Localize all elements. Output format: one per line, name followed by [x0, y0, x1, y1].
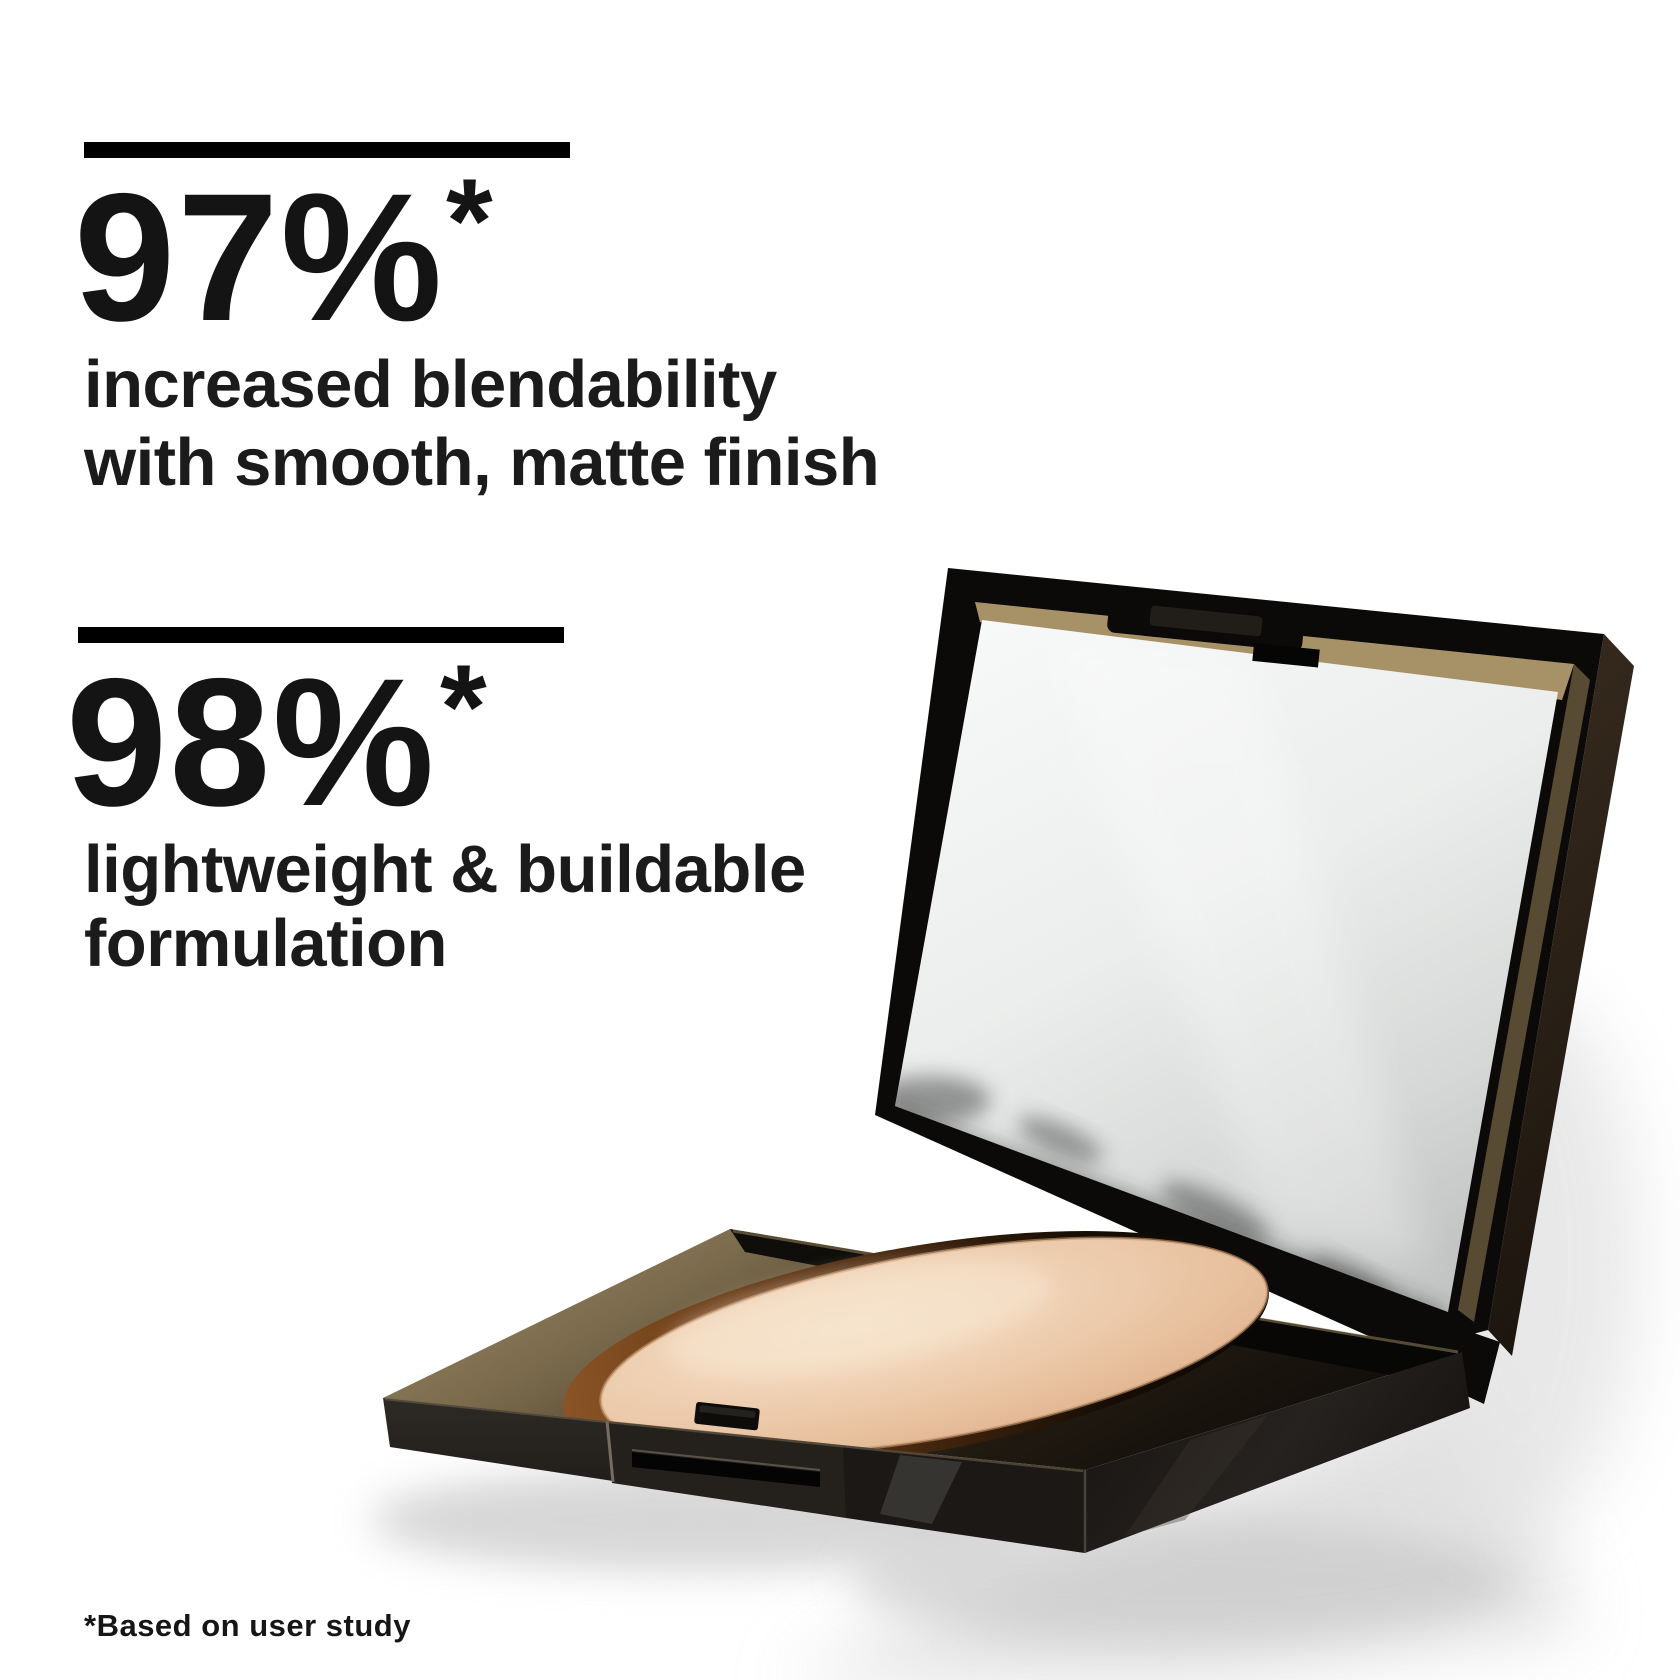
base-right-face [1085, 1352, 1470, 1553]
mirror-sheen [1040, 630, 1430, 1270]
lid-side-face [1488, 634, 1634, 1356]
stat-asterisk: * [440, 640, 487, 774]
front-top-rim-light [384, 1397, 1084, 1473]
stat-description-line: formulation [84, 906, 447, 981]
latch-slot-highlight [631, 1449, 821, 1471]
stats-column: 97% * increased blendability with smooth… [66, 142, 880, 981]
latch-recess-edge-light [605, 1420, 615, 1483]
compact-lid [875, 568, 1634, 1404]
mirror-smudge [1160, 1181, 1270, 1243]
lid-inner-bevel-right [1458, 664, 1590, 1322]
mirror-smudge [1017, 1116, 1103, 1164]
clasp-notch [1252, 642, 1320, 668]
footnote: *Based on user study [84, 1608, 411, 1643]
stat-value: 97% [74, 155, 444, 359]
contact-shadow-front [850, 1518, 1510, 1642]
stat-divider-bar [78, 627, 564, 643]
compact-base [383, 1229, 1470, 1553]
clasp-tab-highlight [1149, 605, 1263, 637]
lid-clasp [1107, 592, 1320, 668]
latch-button-group [694, 1401, 760, 1431]
right-face-sheen [1125, 1415, 1268, 1536]
latch-button-highlight [699, 1405, 756, 1418]
powder-highlight [667, 1259, 1053, 1377]
stat-value: 98% [66, 640, 436, 844]
front-face-glossy-segment [843, 1447, 1085, 1553]
latch-slot [632, 1452, 820, 1487]
stat-divider-bar [84, 142, 570, 158]
stat-description-line: increased blendability [84, 347, 777, 422]
stat-description-line: with smooth, matte finish [83, 425, 879, 500]
front-face-reflection [880, 1455, 962, 1524]
stat-asterisk: * [446, 154, 493, 288]
stat-description-line: lightweight & buildable [84, 832, 806, 907]
